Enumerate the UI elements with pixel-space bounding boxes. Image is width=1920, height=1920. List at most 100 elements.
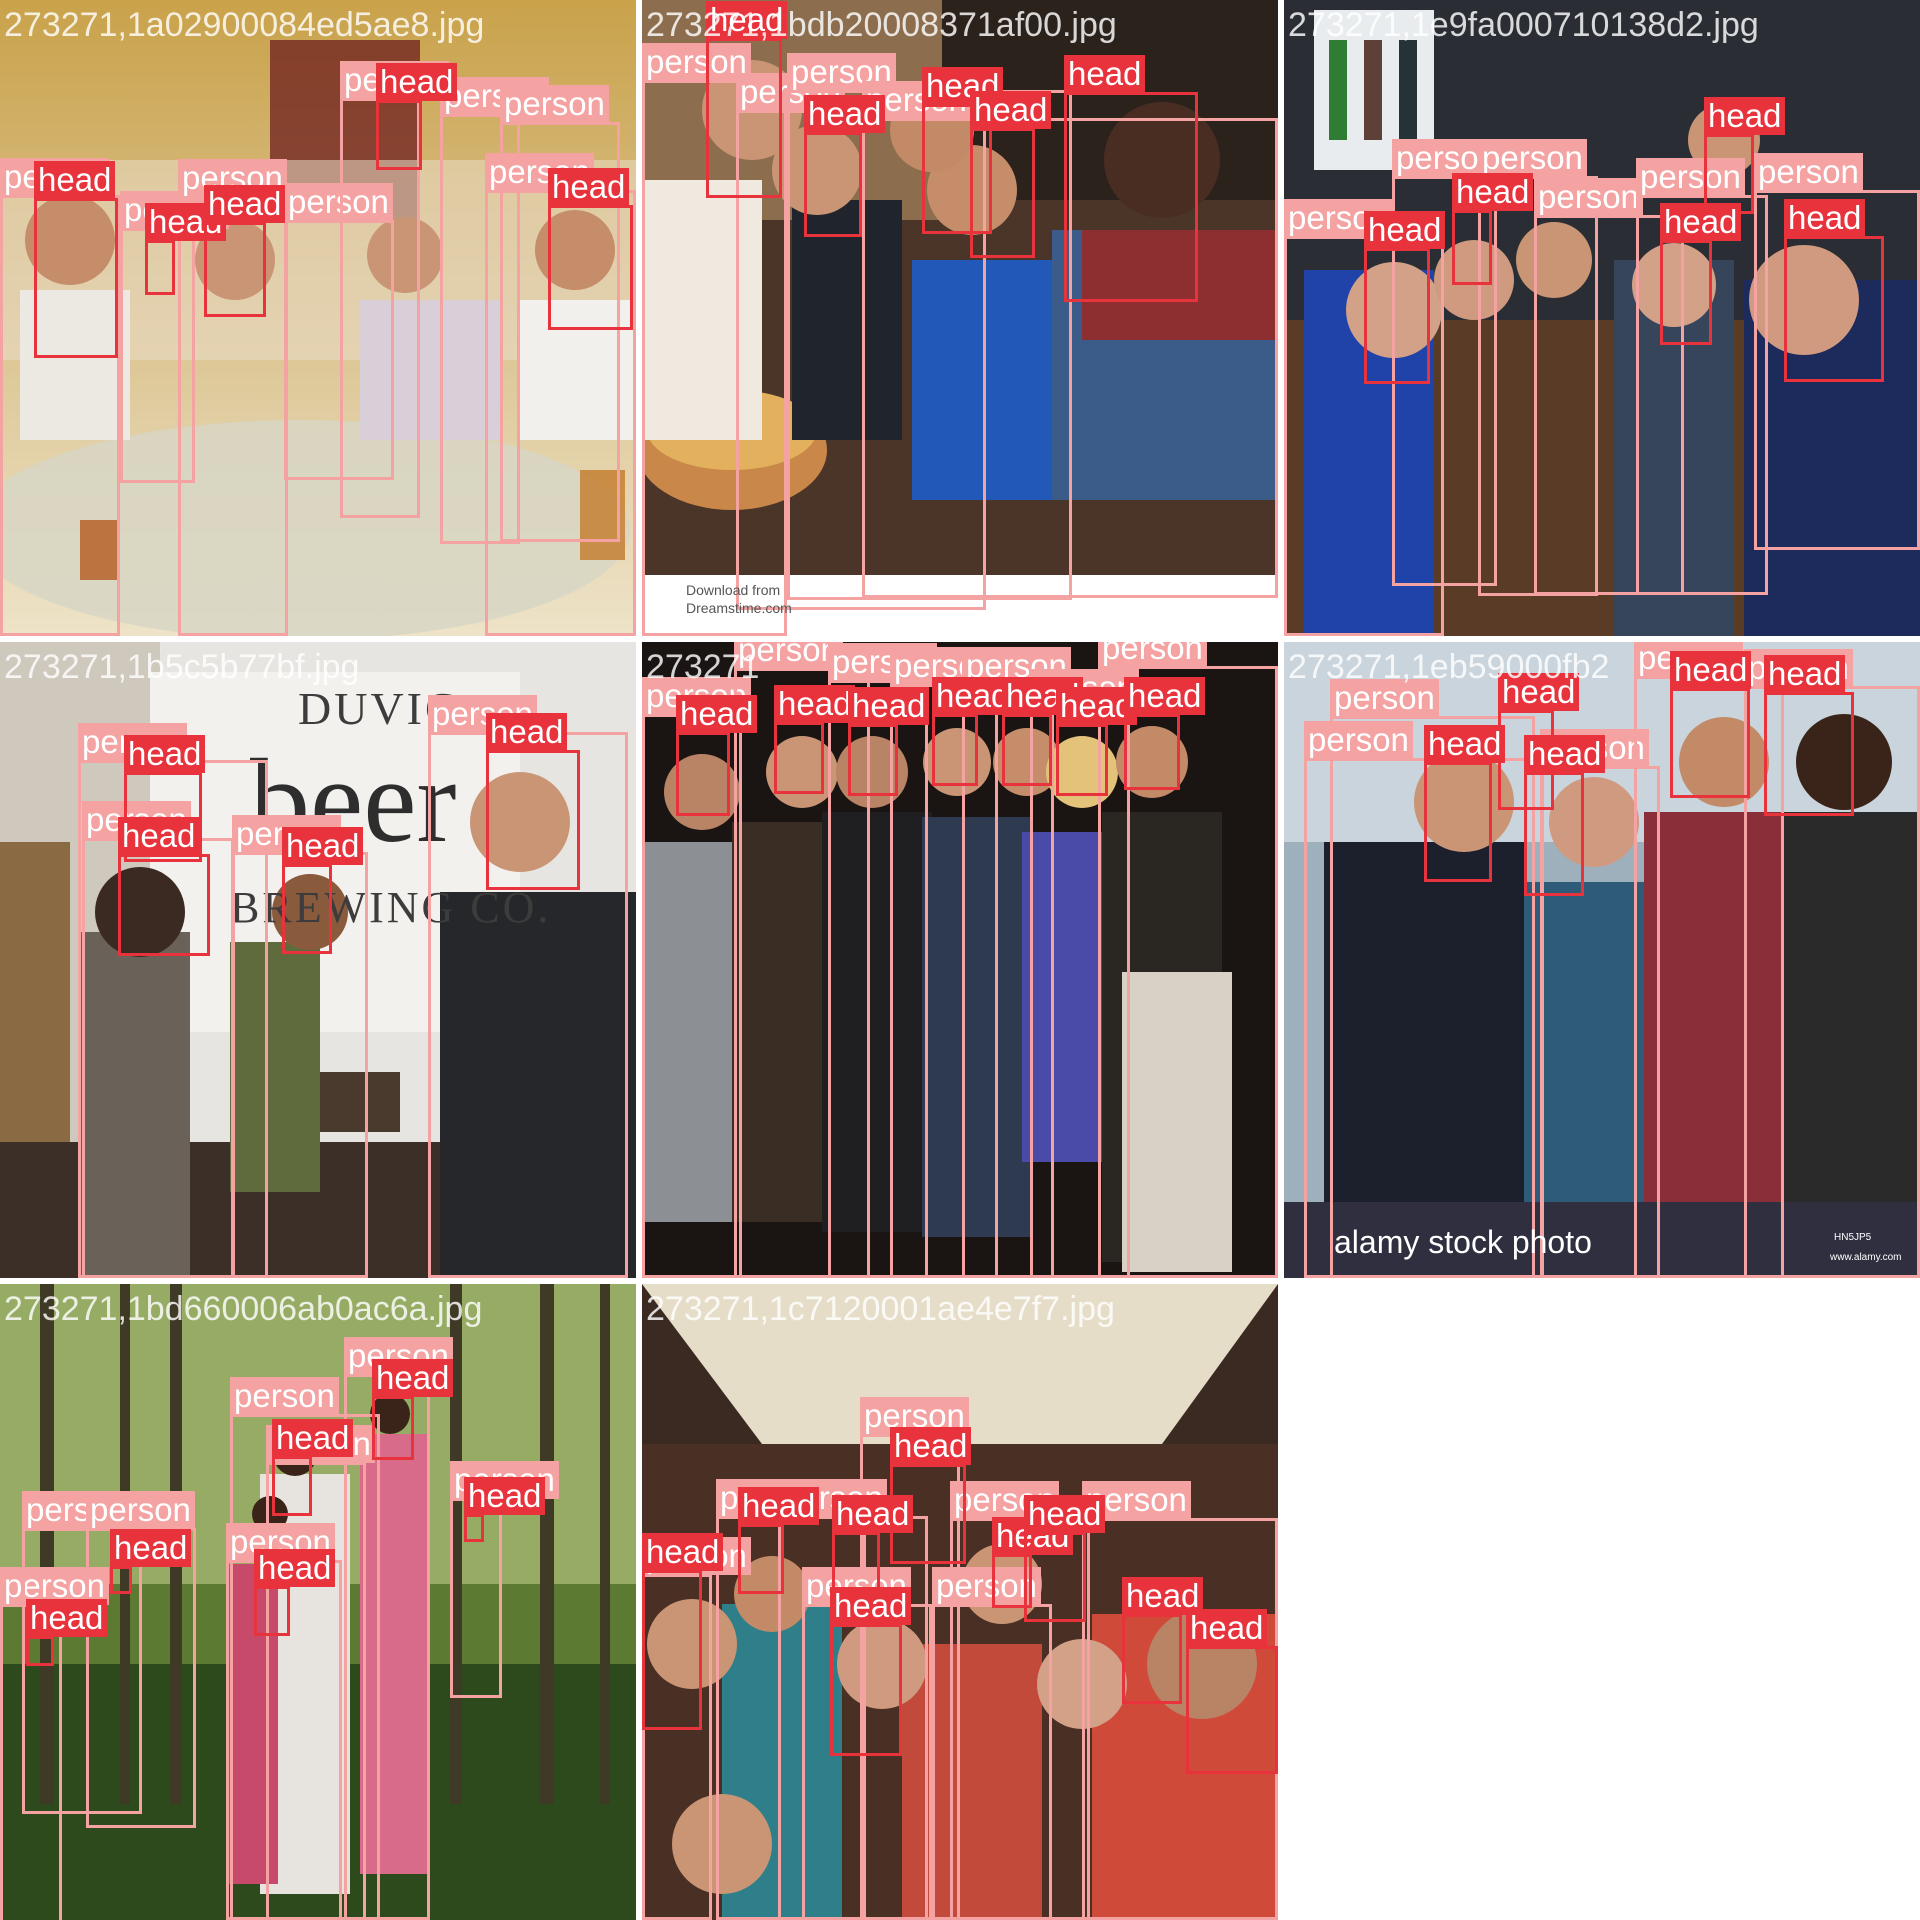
- head-box: head: [1784, 199, 1884, 382]
- watermark-code: HN5JP5: [1834, 1232, 1872, 1243]
- head-label: head: [464, 1477, 546, 1515]
- person-label: person: [932, 1567, 1041, 1605]
- head-label: head: [372, 1359, 454, 1397]
- head-box: head: [1186, 1609, 1278, 1774]
- tile-pizza-party: 273271,1bdb20008371af00.jpg person perso…: [642, 0, 1278, 636]
- person-box: person: [642, 43, 787, 636]
- person-box: person: [500, 85, 620, 542]
- head-box: head: [774, 685, 856, 794]
- head-label: head: [204, 185, 286, 223]
- person-box: person: [1754, 153, 1920, 550]
- head-box: head: [1498, 673, 1580, 810]
- head-label: head: [1764, 655, 1846, 693]
- person-label: person: [1754, 153, 1863, 191]
- head-box: head: [272, 1419, 354, 1516]
- head-box: head: [830, 1587, 912, 1756]
- head-box: head: [1660, 203, 1742, 345]
- head-label: head: [1704, 97, 1786, 135]
- person-label: person: [284, 183, 393, 221]
- tile-filename: 273271,1a02900084ed5ae8.jpg: [4, 6, 485, 44]
- head-label: head: [26, 1599, 108, 1637]
- head-label: head: [738, 1487, 820, 1525]
- head-label: head: [1024, 1495, 1106, 1533]
- watermark-code: www.alamy.com: [1830, 1252, 1902, 1263]
- head-label: head: [1122, 1577, 1204, 1615]
- head-label: head: [706, 1, 788, 39]
- photo-forest: [0, 1284, 636, 1920]
- person-label: person: [1304, 721, 1413, 759]
- photo-bar-group: [1284, 0, 1920, 636]
- head-label: head: [34, 161, 116, 199]
- watermark-line: Download from: [686, 582, 781, 598]
- head-box: head: [1056, 687, 1138, 796]
- head-box: head: [282, 827, 364, 954]
- person-box: person: [1534, 178, 1684, 595]
- tile-filename: 273271,1bd660006ab0ac6a.jpg: [4, 1290, 483, 1328]
- person-label: person: [500, 85, 609, 123]
- empty-tile: [1284, 1284, 1920, 1920]
- tile-nightclub: 273271,1c7120001ae4e7f7.jpg person perso…: [642, 1284, 1278, 1920]
- head-box: head: [1002, 677, 1084, 786]
- head-box: head: [34, 161, 118, 358]
- head-label: head: [932, 677, 1014, 715]
- head-label: head: [1424, 725, 1506, 763]
- head-label: head: [1124, 677, 1206, 715]
- tile-filename: 273271,1bdb20008371af00.jpg: [646, 6, 1117, 44]
- head-box: head: [254, 1549, 336, 1636]
- head-label: head: [1784, 199, 1866, 237]
- head-box: head: [706, 1, 788, 198]
- head-label: head: [118, 817, 200, 855]
- head-label: head: [848, 687, 930, 725]
- head-label: head: [272, 1419, 354, 1457]
- head-label: head: [282, 827, 364, 865]
- tile-forest: 273271,1bd660006ab0ac6a.jpg person perso…: [0, 1284, 636, 1920]
- head-box: head: [26, 1599, 108, 1666]
- head-label: head: [376, 63, 458, 101]
- person-label: person: [86, 1491, 195, 1529]
- head-box: head: [804, 95, 886, 237]
- person-label: person: [1330, 679, 1439, 717]
- head-box: head: [970, 91, 1052, 258]
- head-box: head: [1524, 735, 1606, 896]
- person-label: person: [642, 43, 751, 81]
- head-box: head: [1424, 725, 1506, 882]
- tile-confetti-party: 273271,1eb59000fb2 person person person …: [1284, 642, 1920, 1278]
- head-label: head: [1498, 673, 1580, 711]
- head-label: head: [1364, 211, 1446, 249]
- head-label: head: [676, 695, 758, 733]
- tile-filename: 273271,1c7120001ae4e7f7.jpg: [646, 1290, 1115, 1328]
- head-label: head: [1670, 651, 1752, 689]
- head-label: head: [548, 168, 630, 206]
- head-box: head: [890, 1427, 972, 1564]
- head-label: head: [1452, 173, 1534, 211]
- head-label: head: [774, 685, 856, 723]
- person-box: person: [932, 1567, 1052, 1920]
- head-label: head: [830, 1587, 912, 1625]
- watermark-line: Dreamstime.com: [686, 600, 792, 616]
- head-box: head: [204, 185, 286, 317]
- head-box: head: [1064, 55, 1198, 302]
- head-box: head: [372, 1359, 454, 1460]
- tile-filename: 273271,1b5c5b77bf.jpg: [4, 648, 360, 686]
- tile-filename: 273271,1eb59000fb2: [1288, 648, 1610, 686]
- head-box: head: [464, 1477, 546, 1542]
- person-box: person: [22, 1491, 142, 1814]
- head-box: head: [145, 203, 227, 295]
- tile-filename: 273271,1e9fa000710138d2.jpg: [1288, 6, 1759, 44]
- tile-group-photo: 273271 person person person person perso…: [642, 642, 1278, 1278]
- head-box: head: [642, 1533, 724, 1730]
- head-label: head: [642, 1533, 724, 1571]
- head-box: head: [1670, 651, 1752, 798]
- head-box: head: [124, 735, 206, 862]
- head-label: head: [832, 1495, 914, 1533]
- head-label: head: [890, 1427, 972, 1465]
- head-label: head: [124, 735, 206, 773]
- head-box: head: [832, 1495, 914, 1592]
- head-label: head: [1524, 735, 1606, 773]
- head-box: head: [848, 687, 930, 796]
- head-label: head: [254, 1549, 336, 1587]
- head-box: head: [1364, 211, 1446, 384]
- head-box: head: [110, 1529, 192, 1594]
- head-label: head: [804, 95, 886, 133]
